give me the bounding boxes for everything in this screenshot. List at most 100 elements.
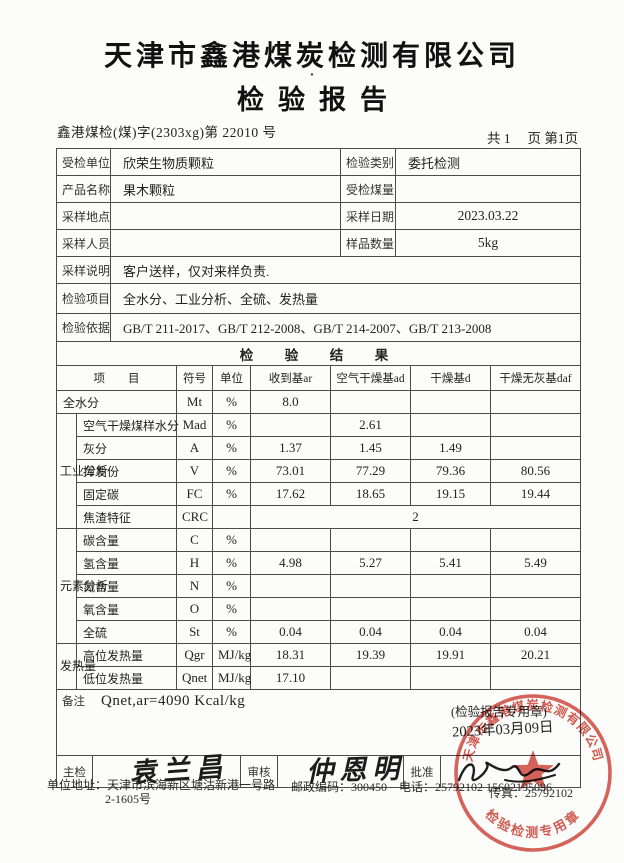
col-header-d: 干燥基d bbox=[410, 365, 491, 391]
result-symbol: St bbox=[176, 620, 213, 644]
result-d bbox=[410, 666, 491, 690]
result-item: 挥发份 bbox=[76, 459, 177, 483]
result-d: 19.91 bbox=[410, 643, 491, 667]
col-header-symbol: 符号 bbox=[176, 365, 213, 391]
info-label: 样品数量 bbox=[340, 229, 396, 257]
result-ar: 17.10 bbox=[250, 666, 331, 690]
result-ad bbox=[330, 528, 411, 552]
postcode: 邮政编码：300450 bbox=[291, 780, 388, 794]
result-span-value: 2 bbox=[250, 505, 581, 529]
result-daf bbox=[490, 413, 581, 437]
result-unit: % bbox=[212, 459, 251, 483]
title-dot: · bbox=[309, 68, 315, 83]
result-ar bbox=[250, 597, 331, 621]
table-row: 全水分 Mt % 8.0 bbox=[56, 390, 581, 414]
table-row: 元素分析 碳含量 C % bbox=[56, 528, 581, 644]
result-ar: 4.98 bbox=[250, 551, 331, 575]
results-section-header: 检 验 结 果 bbox=[56, 341, 581, 366]
result-daf: 0.04 bbox=[490, 620, 581, 644]
company-seal-stamp: 天津市鑫港煤炭检测有限公司 检验检测专用章 bbox=[454, 694, 612, 852]
result-ar: 73.01 bbox=[250, 459, 331, 483]
company-name: 天津市鑫港煤炭检测有限公司 bbox=[103, 41, 520, 72]
svg-text:检验检测专用章: 检验检测专用章 bbox=[482, 806, 583, 839]
result-daf: 19.44 bbox=[490, 482, 581, 506]
info-label: 受检煤量 bbox=[340, 175, 396, 203]
result-item: 灰分 bbox=[76, 436, 177, 460]
table-row: 全硫 St % 0.04 0.04 0.04 0.04 bbox=[57, 620, 581, 644]
result-daf bbox=[490, 597, 581, 621]
remark-row: 备注 Qnet,ar=4090 Kcal/kg bbox=[56, 689, 581, 756]
report-tables: 受检单位 欣荣生物质颗粒 检验类别 委托检测 产品名称 果木颗粒 受检煤量 采样… bbox=[56, 148, 581, 789]
result-ad bbox=[330, 574, 411, 598]
result-ar: 17.62 bbox=[250, 482, 331, 506]
info-value: 全水分、工业分析、全硫、发热量 bbox=[110, 283, 581, 314]
info-label: 检验项目 bbox=[56, 283, 111, 314]
result-item: 固定碳 bbox=[76, 482, 177, 506]
result-symbol: Qnet bbox=[176, 666, 213, 690]
info-value: GB/T 211-2017、GB/T 212-2008、GB/T 214-200… bbox=[110, 313, 581, 342]
result-d bbox=[410, 574, 491, 598]
result-symbol: Mad bbox=[176, 413, 213, 437]
result-symbol: N bbox=[176, 574, 213, 598]
result-item: 全硫 bbox=[76, 620, 177, 644]
inspector-label: 主检 bbox=[56, 755, 93, 788]
result-ar bbox=[250, 528, 331, 552]
result-symbol: Qgr bbox=[176, 643, 213, 667]
result-ad: 18.65 bbox=[330, 482, 411, 506]
col-header-daf: 干燥无灰基daf bbox=[490, 365, 581, 391]
results-table: 检 验 结 果 项 目 符号 单位 收到基ar 空气干燥基ad 干燥基d 干燥无… bbox=[56, 341, 581, 756]
table-row: 主检 袁兰昌 审核 仲恩明 批准 bbox=[56, 751, 581, 789]
result-d: 79.36 bbox=[410, 459, 491, 483]
info-label: 检验依据 bbox=[56, 313, 111, 342]
result-ad: 19.39 bbox=[330, 643, 411, 667]
result-symbol: A bbox=[176, 436, 213, 460]
company-address-line1: 单位地址：天津市滨海新区塘沽新港一号路 bbox=[47, 778, 276, 792]
result-unit: % bbox=[212, 413, 251, 437]
info-value: 果木颗粒 bbox=[110, 175, 341, 203]
result-daf bbox=[490, 436, 581, 460]
result-unit: % bbox=[212, 528, 251, 552]
stamp-note: (检验报告专用章) bbox=[451, 705, 547, 719]
result-ad bbox=[330, 597, 411, 621]
page-count: 共 1 页 第1页 bbox=[487, 131, 579, 146]
result-daf bbox=[490, 390, 581, 414]
result-item: 氧含量 bbox=[76, 597, 177, 621]
result-ar: 0.04 bbox=[250, 620, 331, 644]
table-row: 检验依据 GB/T 211-2017、GB/T 212-2008、GB/T 21… bbox=[56, 313, 581, 342]
result-ar bbox=[250, 574, 331, 598]
result-item: 碳含量 bbox=[76, 528, 177, 552]
result-item: 低位发热量 bbox=[76, 666, 177, 690]
info-value: 客户送样，仅对来样负责. bbox=[110, 256, 581, 284]
company-address-line2: 2-1605号 bbox=[105, 792, 151, 806]
result-ar: 18.31 bbox=[250, 643, 331, 667]
result-unit: % bbox=[212, 482, 251, 506]
result-item: 氮含量 bbox=[76, 574, 177, 598]
result-unit: % bbox=[212, 597, 251, 621]
info-label: 采样人员 bbox=[56, 229, 111, 257]
result-item: 全水分 bbox=[56, 390, 177, 414]
table-row: 氧含量 O % bbox=[57, 597, 581, 621]
result-symbol: Mt bbox=[176, 390, 213, 414]
result-d bbox=[410, 390, 491, 414]
info-label: 采样说明 bbox=[56, 256, 111, 284]
result-daf: 80.56 bbox=[490, 459, 581, 483]
info-value: 委托检测 bbox=[395, 148, 581, 176]
result-symbol: V bbox=[176, 459, 213, 483]
result-unit: % bbox=[212, 574, 251, 598]
table-row: 氮含量 N % bbox=[57, 574, 581, 598]
seal-star-icon bbox=[512, 750, 554, 790]
result-ar: 8.0 bbox=[250, 390, 331, 414]
info-value bbox=[395, 175, 581, 203]
result-d: 19.15 bbox=[410, 482, 491, 506]
result-daf: 5.49 bbox=[490, 551, 581, 575]
info-value bbox=[110, 229, 341, 257]
result-ad: 77.29 bbox=[330, 459, 411, 483]
result-symbol: CRC bbox=[176, 505, 213, 529]
info-label: 产品名称 bbox=[56, 175, 111, 203]
sample-info-table: 受检单位 欣荣生物质颗粒 检验类别 委托检测 产品名称 果木颗粒 受检煤量 采样… bbox=[56, 148, 581, 342]
info-label: 受检单位 bbox=[56, 148, 111, 176]
result-d: 0.04 bbox=[410, 620, 491, 644]
table-row: 受检单位 欣荣生物质颗粒 检验类别 委托检测 bbox=[56, 148, 581, 176]
info-value bbox=[110, 202, 341, 230]
